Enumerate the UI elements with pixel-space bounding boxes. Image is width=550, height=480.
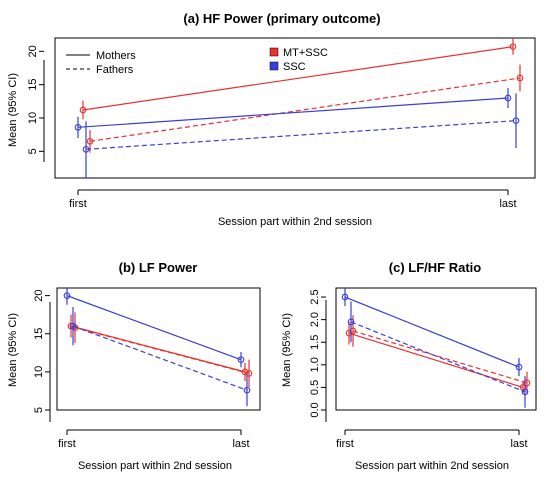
series-line-fathers-ssc: [350, 321, 526, 393]
y-tick-label: 10: [27, 112, 39, 124]
y-tick-label: 5: [33, 407, 45, 413]
series-line-fathers-mt-ssc: [352, 330, 528, 384]
panel-lf-power: (b) LF Power 5 10 15 20 first last Mean (95%…: [7, 260, 261, 472]
x-ticks: first last: [336, 430, 528, 450]
y-ticks: 5 10 15 20: [33, 290, 50, 413]
data-point-mothers-mt-ssc: [79, 106, 87, 114]
series-line-mothers-ssc: [77, 97, 509, 128]
x-axis-label: Session part within 2nd session: [218, 216, 372, 228]
data-point-fathers-ssc: [69, 322, 77, 330]
plot-frame: [56, 287, 261, 411]
chart-title: (b) LF Power: [119, 260, 198, 275]
series-line-mothers-mt-ssc: [82, 46, 514, 111]
x-tick-label: first: [58, 438, 76, 450]
y-tick-label: 2.0: [309, 312, 321, 327]
legend-mothers-label: Mothers: [96, 50, 136, 62]
series-group: [74, 38, 524, 178]
data-point-mothers-ssc: [515, 363, 523, 371]
plot-frame: [54, 37, 536, 179]
y-ticks: 0.0 0.5 1.0 1.5 2.0 2.5: [309, 289, 326, 418]
y-ticks: 5 10 15 20: [27, 45, 44, 154]
data-point-mothers-ssc: [237, 356, 245, 364]
legend-mt-ssc-swatch: [269, 47, 279, 57]
data-point-fathers-ssc: [512, 117, 520, 125]
data-point-fathers-ssc: [82, 145, 90, 153]
y-tick-label: 5: [27, 148, 39, 154]
series-line-fathers-ssc: [72, 325, 248, 391]
series-line-mothers-ssc: [344, 296, 520, 368]
y-tick-label: 15: [27, 79, 39, 91]
legend-mt-ssc-label: MT+SSC: [283, 47, 328, 59]
x-ticks: first last: [69, 190, 517, 210]
data-point-mothers-ssc: [63, 292, 71, 299]
panel-lf-hf-ratio: (c) LF/HF Ratio 0.0 0.5 1.0 1.5 2.0 2.5 first…: [281, 260, 537, 472]
legend: Mothers Fathers MT+SSC SSC: [66, 47, 328, 76]
data-point-fathers-ssc: [347, 318, 355, 326]
x-tick-label: last: [232, 438, 249, 450]
plot-frame: [335, 287, 537, 411]
series-line-fathers-ssc: [85, 120, 517, 150]
y-tick-label: 0.0: [309, 402, 321, 417]
series-line-fathers-mt-ssc: [74, 327, 250, 374]
data-point-fathers-ssc: [521, 388, 529, 396]
legend-ssc-label: SSC: [283, 61, 306, 73]
series-group: [63, 288, 253, 407]
x-axis-label: Session part within 2nd session: [355, 460, 509, 472]
data-point-mothers-ssc: [504, 94, 512, 102]
y-tick-label: 0.5: [309, 380, 321, 395]
legend-ssc-swatch: [269, 61, 279, 71]
chart-title: (a) HF Power (primary outcome): [183, 11, 380, 26]
data-point-mothers-mt-ssc: [509, 43, 517, 51]
data-point-fathers-ssc: [243, 386, 251, 394]
data-point-mothers-ssc: [74, 123, 82, 131]
y-tick-label: 20: [27, 45, 39, 57]
x-tick-label: last: [499, 198, 516, 210]
series-line-mothers-ssc: [66, 295, 242, 361]
data-point-fathers-mt-ssc: [245, 370, 253, 377]
data-point-fathers-mt-ssc: [516, 74, 524, 82]
data-point-mothers-ssc: [341, 293, 349, 301]
legend-fathers-label: Fathers: [96, 64, 134, 76]
y-axis-label: Mean (95% CI): [7, 313, 19, 387]
panel-hf-power: (a) HF Power (primary outcome) 5 10 15 20 f…: [7, 11, 536, 228]
series-line-mothers-mt-ssc: [348, 332, 524, 388]
y-tick-label: 2.5: [309, 289, 321, 304]
y-tick-label: 1.5: [309, 335, 321, 350]
y-tick-label: 1.0: [309, 357, 321, 372]
y-axis-label: Mean (95% CI): [281, 313, 293, 387]
y-axis-label: Mean (95% CI): [7, 73, 19, 147]
data-point-fathers-mt-ssc: [523, 379, 531, 387]
x-tick-label: first: [336, 438, 354, 450]
y-tick-label: 15: [33, 328, 45, 340]
x-axis-label: Session part within 2nd session: [78, 460, 232, 472]
data-point-fathers-mt-ssc: [86, 137, 94, 145]
series-line-fathers-mt-ssc: [89, 77, 521, 142]
chart-title: (c) LF/HF Ratio: [389, 260, 481, 275]
data-point-fathers-mt-ssc: [349, 327, 357, 335]
x-ticks: first last: [58, 430, 250, 450]
x-tick-label: first: [69, 198, 87, 210]
y-tick-label: 20: [33, 290, 45, 302]
x-tick-label: last: [510, 438, 527, 450]
y-tick-label: 10: [33, 366, 45, 378]
series-group: [341, 288, 531, 408]
